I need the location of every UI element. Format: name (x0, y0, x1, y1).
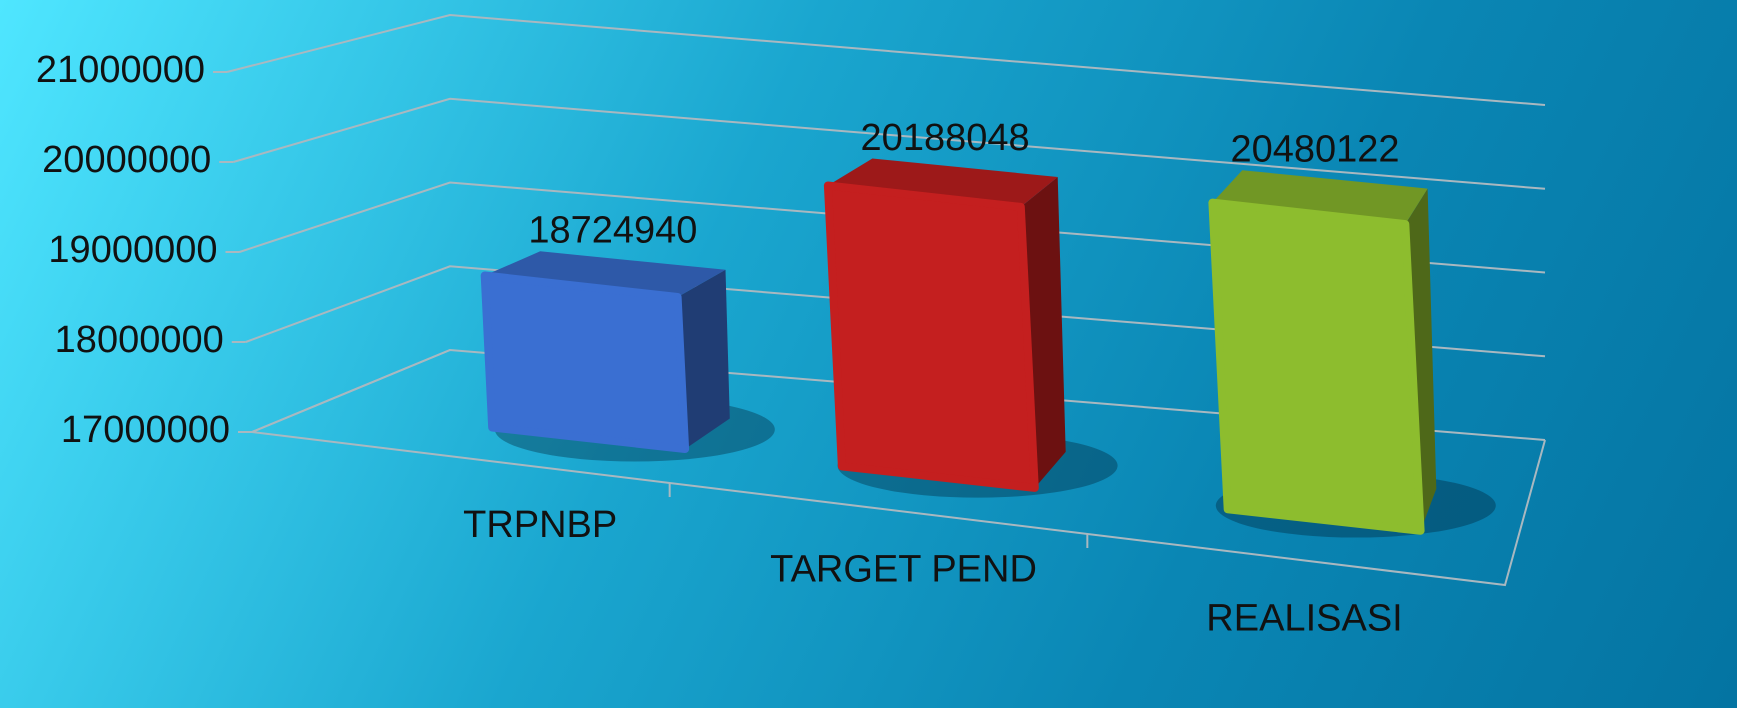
y-tick-label: 17000000 (61, 409, 230, 451)
grid-line (245, 265, 1546, 358)
bar-front (480, 271, 690, 453)
x-tick-label: REALISASI (1206, 598, 1402, 640)
y-tick-label: 18000000 (55, 319, 224, 361)
bar-top (484, 251, 726, 297)
value-label: 20480122 (1230, 128, 1399, 170)
value-label: 20188048 (861, 117, 1030, 159)
value-label: 18724940 (528, 210, 697, 252)
bar-top (1212, 170, 1428, 225)
y-tick-label: 19000000 (48, 229, 217, 271)
grid-line (239, 181, 1546, 274)
bar-side (677, 269, 730, 449)
grid-line (233, 97, 1546, 190)
grid-line (226, 13, 1546, 106)
grid-line (251, 348, 1546, 441)
bar-front (823, 181, 1039, 492)
x-tick-label: TRPNBP (463, 504, 617, 546)
bar-top (827, 158, 1058, 207)
bar-front (1208, 198, 1425, 535)
y-tick-label: 21000000 (36, 49, 205, 91)
y-tick-label: 20000000 (42, 139, 211, 181)
x-tick-label: TARGET PEND (770, 549, 1037, 591)
bar-side (1405, 188, 1437, 531)
